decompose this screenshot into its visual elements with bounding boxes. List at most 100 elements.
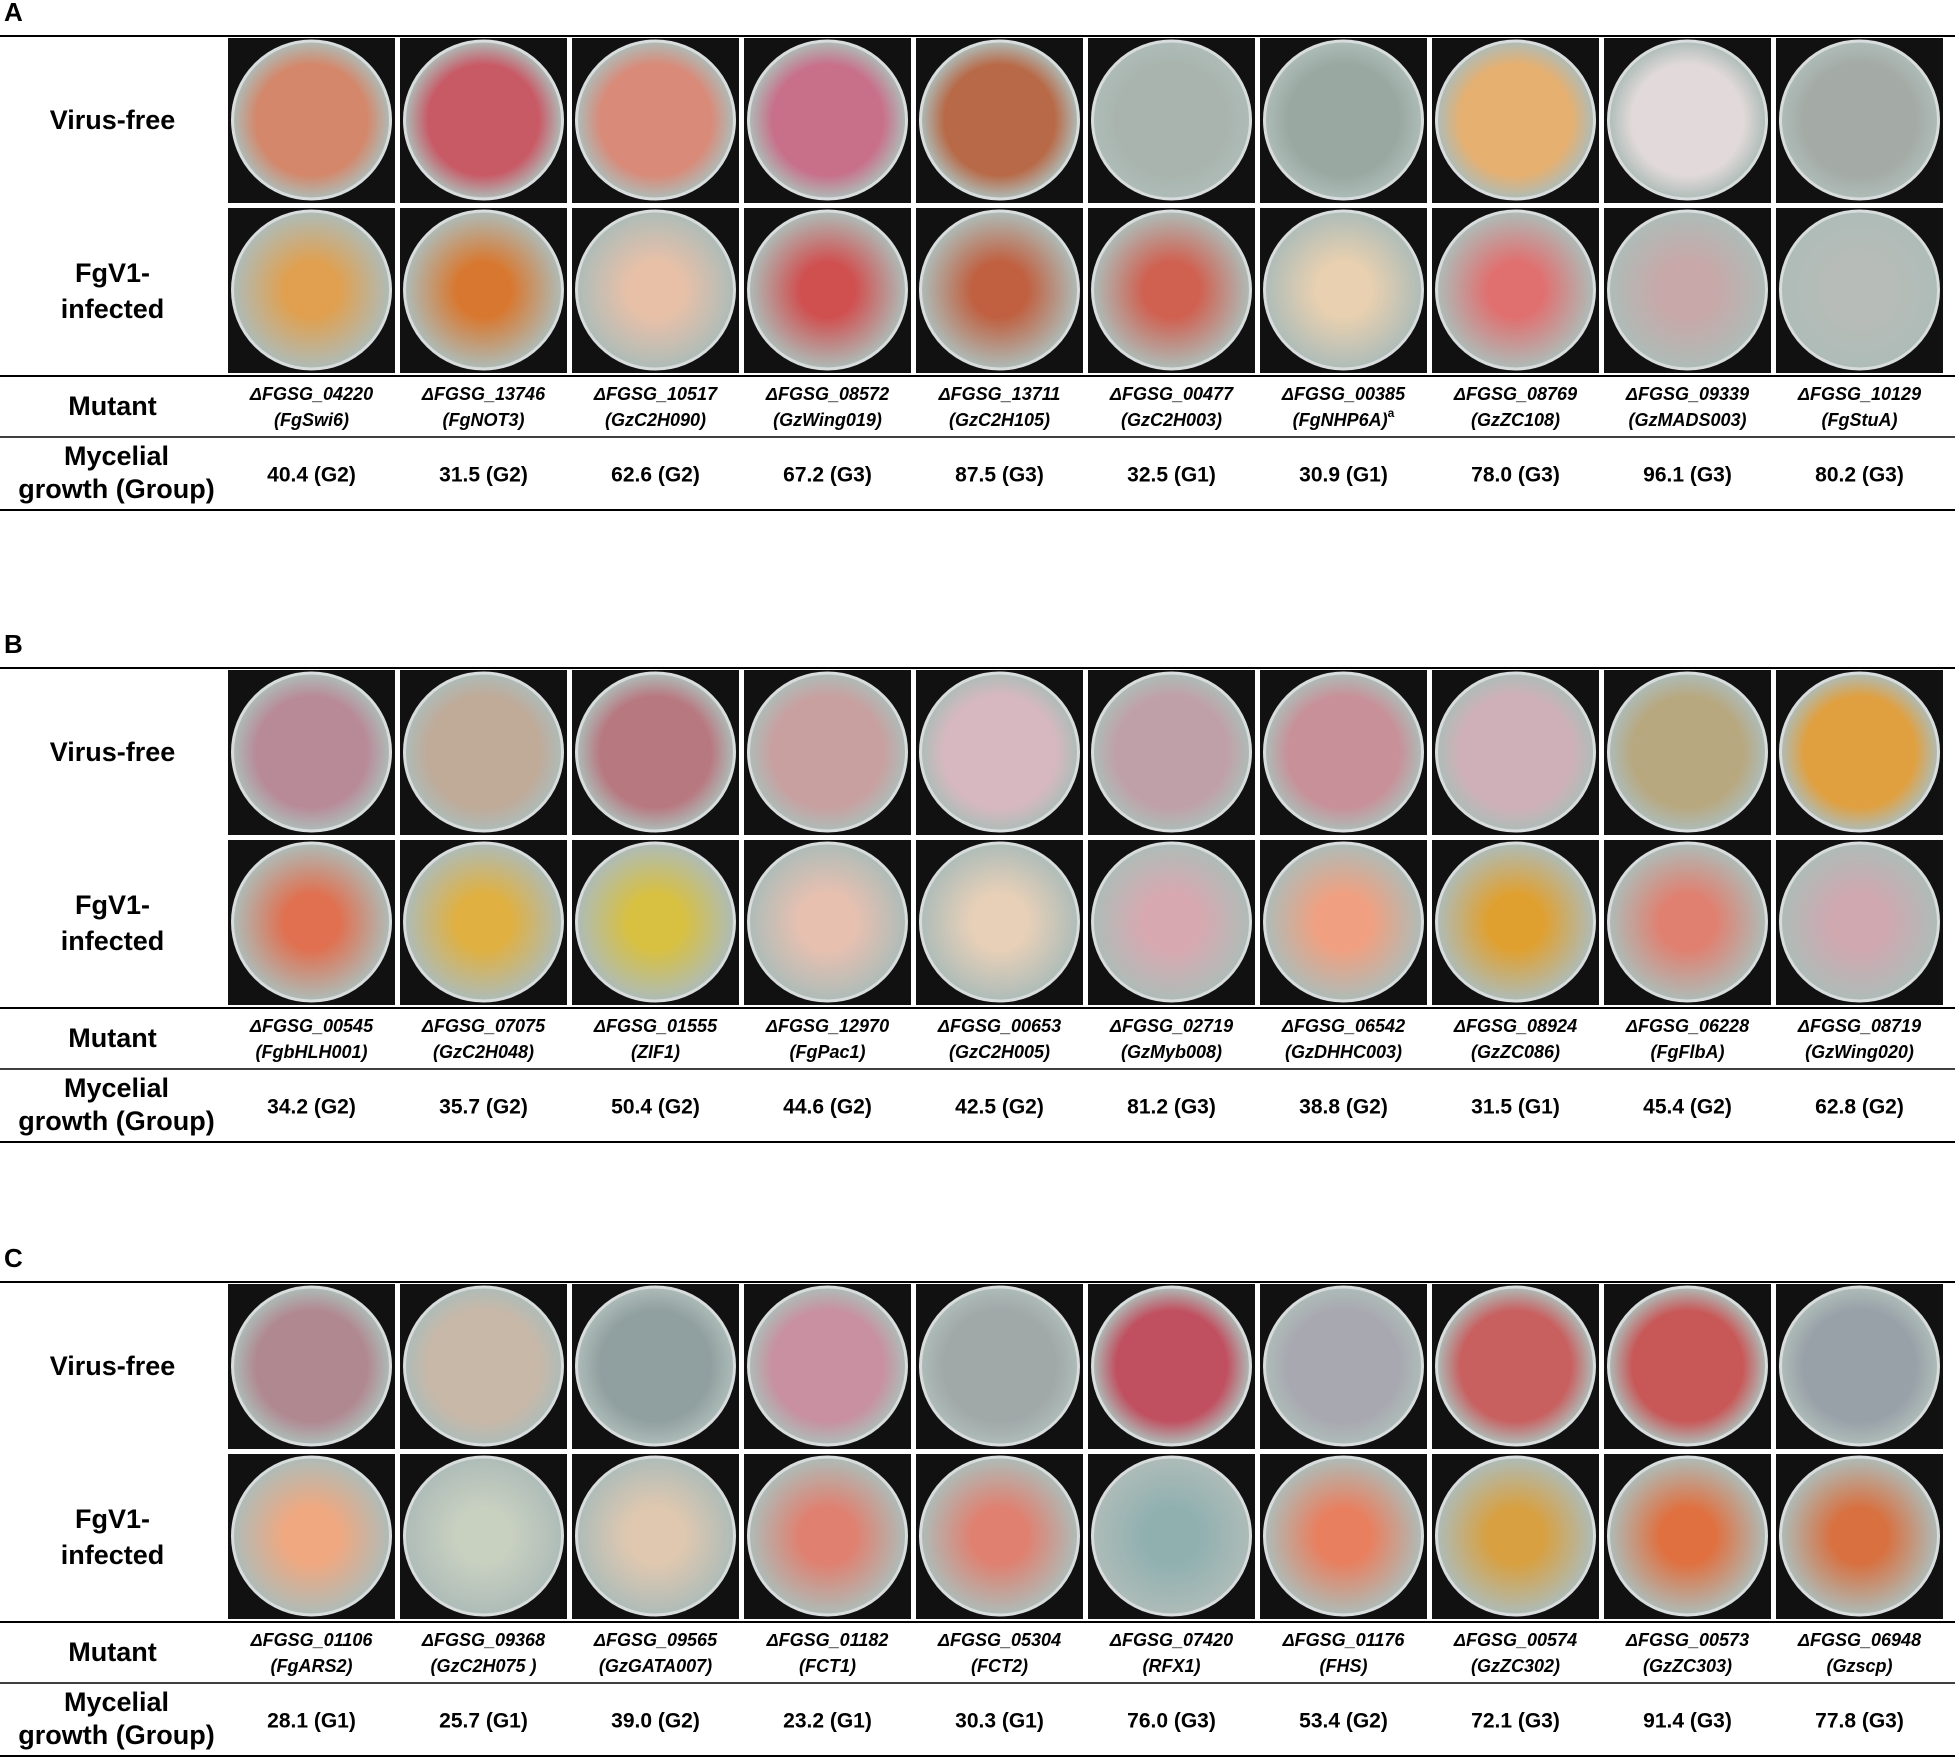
growth-value: 30.3 (G1)	[955, 1710, 1044, 1733]
mutant-id: ΔFGSG_00574	[1453, 1630, 1577, 1650]
mutant-gene: (GzC2H048)	[433, 1042, 534, 1062]
growth-value: 23.2 (G1)	[783, 1710, 872, 1733]
row-label: FgV1-	[75, 258, 150, 288]
petri-dish	[403, 39, 564, 201]
petri-dish	[747, 1285, 908, 1447]
petri-dish	[919, 671, 1080, 833]
mutant-id: ΔFGSG_01106	[250, 1630, 374, 1650]
petri-dish	[1607, 39, 1768, 201]
mutant-gene: (GzZC302)	[1471, 1656, 1560, 1676]
petri-dish	[1779, 1285, 1940, 1447]
mutant-gene: (GzC2H005)	[949, 1042, 1050, 1062]
petri-dish	[1607, 841, 1768, 1003]
growth-value: 32.5 (G1)	[1127, 464, 1216, 487]
mutant-gene: (FgNHP6A)a	[1293, 406, 1395, 430]
mutant-gene: (FgPac1)	[789, 1042, 865, 1062]
mutant-gene: (FgStuA)	[1822, 410, 1898, 430]
row-label: Mycelial	[64, 1073, 169, 1103]
growth-value: 62.8 (G2)	[1815, 1096, 1904, 1119]
mutant-id: ΔFGSG_13746	[421, 384, 546, 404]
row-label: infected	[61, 1540, 165, 1570]
mutant-id: ΔFGSG_10129	[1797, 384, 1921, 404]
petri-dish	[1435, 671, 1596, 833]
growth-value: 38.8 (G2)	[1299, 1096, 1388, 1119]
mutant-gene: (FgbHLH001)	[256, 1042, 368, 1062]
petri-dish	[919, 1455, 1080, 1617]
petri-dish	[575, 1455, 736, 1617]
growth-value: 96.1 (G3)	[1643, 464, 1732, 487]
petri-dish	[919, 39, 1080, 201]
petri-dish	[1091, 671, 1252, 833]
growth-value: 31.5 (G1)	[1471, 1096, 1560, 1119]
growth-value: 31.5 (G2)	[439, 464, 528, 487]
growth-value: 44.6 (G2)	[783, 1096, 872, 1119]
mutant-id: ΔFGSG_06228	[1625, 1016, 1749, 1036]
mutant-id: ΔFGSG_02719	[1109, 1016, 1233, 1036]
mutant-gene: (FgSwi6)	[274, 410, 349, 430]
row-label: Mutant	[68, 391, 156, 421]
gene-name: (FgNHP6A)	[1293, 410, 1388, 430]
growth-value: 87.5 (G3)	[955, 464, 1044, 487]
growth-value: 77.8 (G3)	[1815, 1710, 1904, 1733]
gene-name: (FgNOT3)	[443, 410, 525, 430]
petri-dish	[1435, 1285, 1596, 1447]
mutant-gene: (FgFlbA)	[1651, 1042, 1725, 1062]
gene-name: (FgPac1)	[789, 1042, 865, 1062]
growth-value: 42.5 (G2)	[955, 1096, 1044, 1119]
petri-dish	[1779, 209, 1940, 371]
mutant-gene: (Gzscp)	[1826, 1656, 1892, 1676]
petri-dish	[1091, 1285, 1252, 1447]
mutant-id: ΔFGSG_07420	[1109, 1630, 1233, 1650]
petri-dish	[1435, 841, 1596, 1003]
petri-dish	[1263, 1455, 1424, 1617]
row-label: infected	[61, 926, 165, 956]
petri-dish	[231, 39, 392, 201]
petri-dish	[919, 841, 1080, 1003]
petri-dish	[1779, 39, 1940, 201]
growth-value: 76.0 (G3)	[1127, 1710, 1216, 1733]
gene-name: (FgFlbA)	[1651, 1042, 1725, 1062]
petri-dish	[231, 671, 392, 833]
gene-name: (GzC2H090)	[605, 410, 706, 430]
petri-dish	[1091, 1455, 1252, 1617]
mutant-id: ΔFGSG_01555	[593, 1016, 718, 1036]
gene-name: (GzMyb008)	[1121, 1042, 1222, 1062]
gene-name: (FgSwi6)	[274, 410, 349, 430]
mutant-id: ΔFGSG_07075	[421, 1016, 546, 1036]
mutant-id: ΔFGSG_08769	[1453, 384, 1577, 404]
mutant-gene: (GzDHHC003)	[1285, 1042, 1402, 1062]
row-label: Mycelial	[64, 441, 169, 471]
petri-dish	[1263, 1285, 1424, 1447]
gene-name: (GzC2H048)	[433, 1042, 534, 1062]
panel: C Virus-free FgV1- infected Mutant Mycelialgr…	[0, 1243, 1955, 1757]
gene-name: (FgStuA)	[1822, 410, 1898, 430]
petri-dish	[1263, 671, 1424, 833]
panel-label: A	[4, 0, 23, 27]
petri-dish	[575, 209, 736, 371]
petri-dish	[403, 1455, 564, 1617]
mutant-gene: (GzMyb008)	[1121, 1042, 1222, 1062]
panel: B Virus-free FgV1- infected Mutant Mycelialgr…	[0, 629, 1955, 1143]
mutant-gene: (FCT2)	[971, 1656, 1028, 1676]
gene-name: (Gzscp)	[1826, 1656, 1892, 1676]
petri-dish	[747, 841, 908, 1003]
mutant-id: ΔFGSG_00545	[249, 1016, 374, 1036]
mutant-id: ΔFGSG_13711	[938, 384, 1061, 404]
growth-value: 30.9 (G1)	[1299, 464, 1388, 487]
gene-name: (FgbHLH001)	[256, 1042, 368, 1062]
mutant-gene: (ZIF1)	[631, 1042, 680, 1062]
petri-dish	[231, 841, 392, 1003]
petri-dish	[1263, 39, 1424, 201]
petri-dish	[1779, 841, 1940, 1003]
gene-name: (FCT1)	[799, 1656, 856, 1676]
petri-dish	[1263, 209, 1424, 371]
growth-value: 28.1 (G1)	[267, 1710, 356, 1733]
growth-value: 45.4 (G2)	[1643, 1096, 1732, 1119]
mutant-id: ΔFGSG_00573	[1625, 1630, 1749, 1650]
mutant-gene: (GzGATA007)	[599, 1656, 712, 1676]
growth-value: 53.4 (G2)	[1299, 1710, 1388, 1733]
panel-label: B	[4, 629, 23, 659]
gene-name: (GzC2H075 )	[430, 1656, 536, 1676]
petri-dish	[403, 671, 564, 833]
